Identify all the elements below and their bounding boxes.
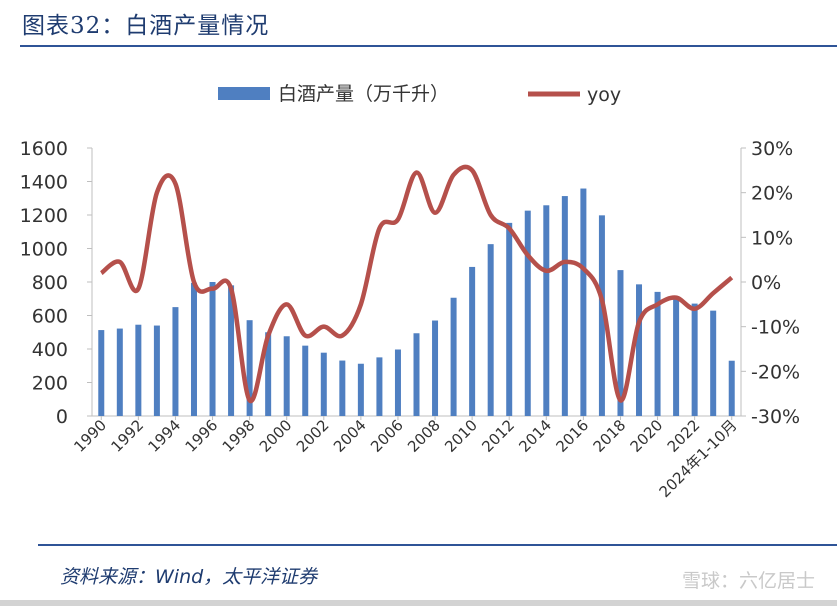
bar (283, 336, 290, 416)
x-tick-label: 2004 (330, 416, 370, 456)
bar (246, 320, 253, 416)
legend-bar-label: 白酒产量（万千升） (278, 83, 449, 105)
x-tick-label: 2010 (441, 416, 481, 456)
bar (580, 188, 587, 416)
bar (302, 345, 309, 416)
bar (673, 296, 680, 416)
y-axis-left-ticks: 0 200 400 600 800 1000 1200 1400 1600 (20, 138, 92, 428)
x-tick-label: 1990 (70, 416, 110, 456)
x-tick-label: 2006 (367, 416, 407, 456)
bar (209, 282, 216, 416)
bar (153, 325, 160, 416)
bar (450, 297, 457, 416)
x-tick-label: 1998 (219, 416, 259, 456)
legend: 白酒产量（万千升） yoy (218, 83, 621, 106)
y-left-tick-label: 400 (32, 339, 68, 361)
x-axis-labels: 1990199219941996199820002002200420062008… (70, 416, 741, 501)
y-left-tick-label: 1400 (20, 172, 68, 194)
bar (543, 205, 550, 416)
bar (598, 215, 605, 416)
bar (487, 244, 494, 416)
bar (636, 284, 643, 416)
y-right-tick-label: -20% (751, 361, 800, 383)
y-left-tick-label: 200 (32, 373, 68, 395)
y-left-tick-label: 1200 (20, 205, 68, 227)
x-tick-label: 2002 (293, 416, 333, 456)
y-right-tick-label: 30% (751, 138, 793, 160)
x-tick-label: 1996 (182, 416, 222, 456)
y-left-tick-label: 0 (56, 406, 68, 428)
bar (432, 320, 439, 416)
x-tick-label: 2014 (515, 416, 555, 456)
bar (190, 282, 197, 416)
bar (617, 270, 624, 416)
bar (172, 307, 179, 416)
y-axis-right-ticks: -30% -20% -10% 0% 10% 20% 30% (741, 138, 800, 428)
bar (728, 360, 735, 416)
bar (394, 349, 401, 416)
watermark: 雪球：六亿居士 (681, 570, 815, 592)
x-tick-label: 2018 (590, 416, 630, 456)
title-divider (20, 45, 837, 47)
legend-line-label: yoy (587, 84, 621, 106)
bottom-bar (0, 600, 837, 606)
bar (116, 328, 123, 416)
x-tick-label: 2000 (256, 416, 296, 456)
y-left-tick-label: 800 (32, 272, 68, 294)
bar (376, 357, 383, 416)
bar (98, 330, 105, 416)
bar (339, 360, 346, 416)
x-tick-label: 1994 (145, 416, 185, 456)
y-left-tick-label: 600 (32, 306, 68, 328)
bar (265, 332, 272, 416)
y-right-tick-label: -30% (751, 406, 800, 428)
chart-title: 图表32：白酒产量情况 (22, 13, 270, 39)
x-tick-label: 2012 (478, 416, 518, 456)
y-right-tick-label: 0% (751, 272, 781, 294)
bar (413, 333, 420, 416)
y-left-tick-label: 1600 (20, 138, 68, 160)
bar (524, 210, 531, 416)
bar (320, 352, 327, 416)
bar (710, 310, 717, 416)
y-left-tick-label: 1000 (20, 239, 68, 261)
x-tick-label: 1992 (107, 416, 147, 456)
line-series (99, 164, 734, 404)
yoy-line (99, 164, 734, 404)
bar (228, 285, 235, 416)
bar-series (98, 188, 735, 416)
bar (654, 291, 661, 416)
bar (469, 266, 476, 416)
y-right-tick-label: 20% (751, 183, 793, 205)
bar (357, 363, 364, 416)
y-right-tick-label: 10% (751, 227, 793, 249)
bar (506, 222, 513, 416)
x-tick-label: 2008 (404, 416, 444, 456)
bar (691, 303, 698, 416)
x-tick-label: 2020 (627, 416, 667, 456)
source-note: 资料来源：Wind，太平洋证券 (60, 566, 318, 588)
chart: 白酒产量（万千升） yoy 0 200 400 600 800 1000 1200 1400 1… (20, 83, 800, 501)
x-tick-label: 2016 (552, 416, 592, 456)
bar (135, 324, 142, 416)
legend-bar-swatch (218, 87, 270, 100)
footer-divider (38, 544, 837, 546)
y-right-tick-label: -10% (751, 317, 800, 339)
bar (561, 196, 568, 416)
